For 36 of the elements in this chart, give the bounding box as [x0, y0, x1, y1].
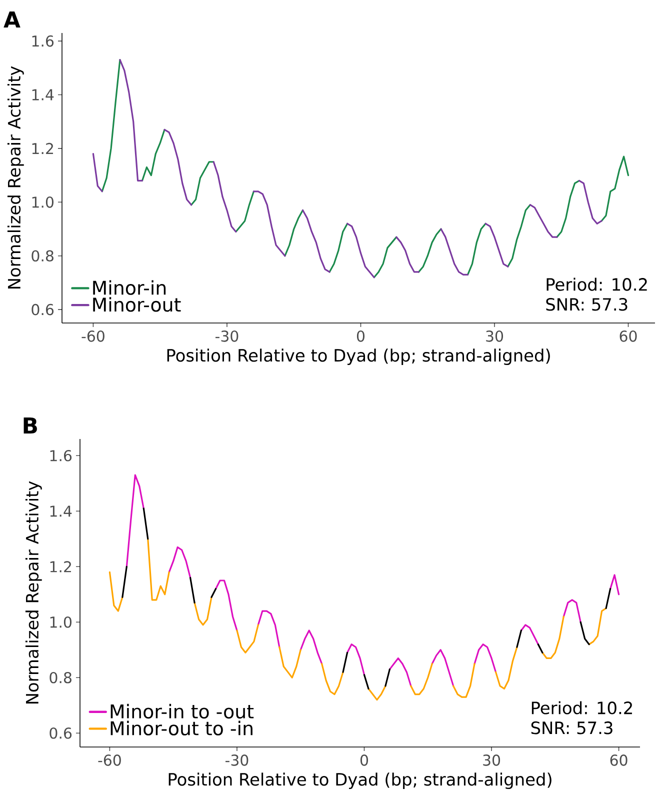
y-axis-title: Normalized Repair Activity — [7, 66, 24, 289]
y-axis-title: Normalized Repair Activity — [25, 481, 42, 704]
y-tick-label: 1.4 — [50, 506, 72, 517]
x-tick-label: -30 — [216, 330, 238, 342]
y-tick-label: 0.6 — [50, 727, 72, 739]
x-tick-label: -60 — [82, 330, 104, 342]
annotation: Period: 10.2 — [532, 701, 632, 714]
chart-title: B — [24, 418, 37, 434]
legend-label: Minor-out to -in — [110, 720, 252, 736]
y-tick-label: 0.8 — [50, 672, 72, 684]
x-tick-label: 60 — [610, 754, 628, 766]
annotation: Period: 10.2 — [546, 278, 647, 291]
chart-title: A — [4, 12, 20, 28]
annotation: SNR: 57.3 — [531, 721, 612, 734]
legend-label: Minor-in to -out — [110, 704, 254, 719]
x-tick-label: 30 — [483, 754, 500, 766]
y-tick-label: 1.6 — [50, 450, 72, 462]
y-tick-label: 1.2 — [32, 142, 53, 154]
x-tick-label: -30 — [226, 754, 248, 766]
legend-label: Minor-in — [93, 280, 166, 295]
y-tick-label: 0.8 — [32, 250, 54, 262]
y-tick-label: 1.0 — [50, 616, 72, 628]
legend-label: Minor-out — [93, 297, 181, 312]
x-tick-label: 60 — [620, 330, 637, 342]
y-tick-label: 1.0 — [32, 196, 54, 208]
y-tick-label: 1.6 — [32, 35, 54, 47]
x-tick-label: 30 — [486, 330, 504, 342]
x-tick-label: -60 — [98, 754, 121, 766]
y-tick-label: 1.4 — [32, 89, 54, 100]
y-tick-label: 1.2 — [50, 561, 71, 572]
y-tick-label: 0.6 — [32, 304, 54, 316]
x-tick-label: 0 — [360, 754, 368, 766]
x-axis-title: Position Relative to Dyad (bp; strand-aligned) — [168, 772, 552, 790]
annotation: SNR: 57.3 — [546, 298, 628, 311]
x-axis-title: Position Relative to Dyad (bp; strand-aligned) — [167, 348, 550, 366]
x-tick-label: 0 — [356, 330, 364, 342]
